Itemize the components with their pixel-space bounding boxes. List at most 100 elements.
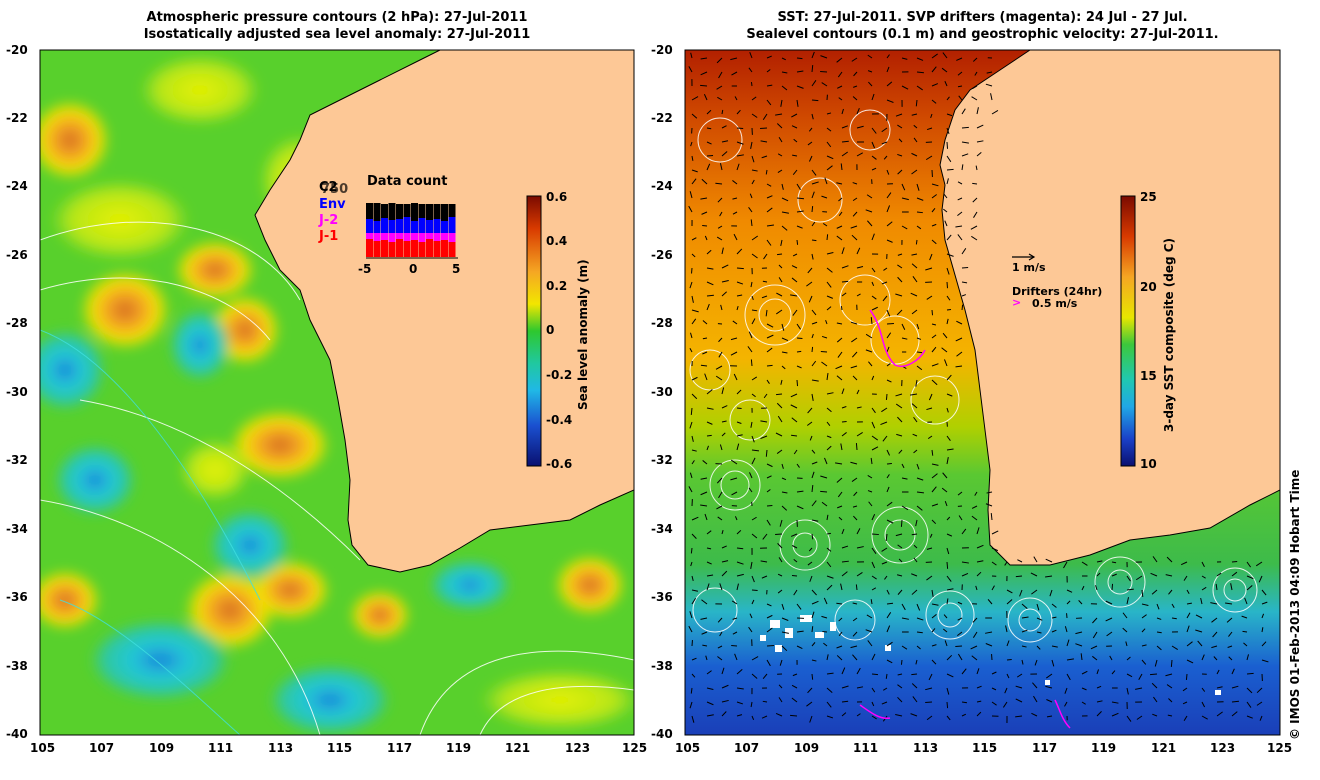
velocity-vector: [841, 432, 847, 437]
velocity-vector: [931, 183, 939, 187]
velocity-vector: [1228, 656, 1233, 661]
inset-bar: [426, 220, 433, 233]
velocity-vector: [1051, 659, 1055, 667]
velocity-vector: [776, 292, 783, 297]
lat-tick: -32: [651, 453, 673, 467]
velocity-vector: [826, 532, 832, 535]
velocity-vector: [751, 376, 758, 381]
velocity-vector: [1242, 630, 1248, 633]
velocity-vector: [871, 701, 875, 707]
velocity-vector: [961, 713, 967, 717]
velocity-vector: [736, 141, 744, 145]
velocity-vector: [838, 211, 843, 217]
velocity-vector: [736, 434, 743, 437]
velocity-vector: [836, 182, 843, 185]
velocity-vector: [1261, 659, 1269, 663]
velocity-vector: [856, 546, 864, 549]
velocity-vector: [901, 645, 908, 650]
velocity-vector: [1246, 585, 1253, 591]
sst-tick: 10: [1140, 457, 1157, 471]
velocity-vector: [1015, 685, 1023, 689]
inset-bar: [411, 203, 418, 221]
velocity-vector: [715, 375, 723, 381]
velocity-vector: [1141, 614, 1147, 619]
velocity-vector: [836, 375, 843, 381]
velocity-vector: [748, 207, 753, 213]
lon-tick: 121: [1151, 741, 1177, 755]
velocity-vector: [1201, 715, 1208, 720]
velocity-vector: [732, 631, 738, 635]
inset-bar: [433, 219, 441, 233]
sla-tick: -0.6: [546, 457, 573, 471]
sla-colorbar-label: Sea level anomaly (m): [576, 259, 590, 410]
velocity-vector: [841, 712, 847, 717]
velocity-vector: [796, 99, 799, 107]
velocity-vector: [766, 347, 773, 353]
velocity-vector: [1216, 669, 1220, 675]
velocity-vector: [751, 393, 756, 398]
lat-tick: -28: [651, 316, 673, 330]
velocity-vector: [958, 515, 963, 521]
velocity-vector: [1141, 603, 1149, 607]
velocity-vector: [811, 181, 819, 185]
velocity-vector: [1231, 571, 1238, 577]
velocity-vector: [1151, 589, 1158, 595]
velocity-vector: [747, 346, 753, 353]
inset-bar: [448, 217, 456, 233]
velocity-vector: [761, 715, 768, 719]
velocity-vector: [690, 407, 693, 416]
velocity-vector: [765, 309, 768, 317]
velocity-vector: [926, 547, 933, 550]
velocity-vector: [886, 309, 891, 317]
velocity-vector: [972, 617, 978, 623]
velocity-vector: [901, 617, 909, 620]
velocity-vector: [856, 108, 860, 115]
velocity-vector: [1210, 602, 1218, 605]
velocity-vector: [766, 183, 772, 187]
velocity-vector: [946, 318, 949, 325]
velocity-vector: [748, 487, 753, 493]
velocity-vector: [1006, 589, 1013, 594]
velocity-vector: [929, 533, 933, 538]
velocity-vector: [897, 124, 903, 129]
velocity-vector: [1186, 659, 1194, 664]
velocity-vector: [826, 421, 831, 426]
velocity-vector: [901, 337, 908, 340]
velocity-vector: [910, 713, 918, 717]
velocity-vector: [751, 435, 755, 443]
velocity-vector: [881, 127, 888, 133]
velocity-vector: [871, 127, 877, 134]
velocity-vector: [807, 561, 813, 566]
velocity-vector: [781, 477, 787, 481]
velocity-vector: [871, 93, 875, 101]
velocity-vector: [916, 211, 923, 214]
velocity-vector: [691, 657, 697, 661]
velocity-vector: [871, 375, 875, 381]
velocity-vector: [946, 533, 953, 537]
velocity-vector: [943, 614, 948, 619]
velocity-vector: [897, 169, 903, 175]
velocity-vector: [811, 600, 819, 605]
velocity-vector: [736, 163, 740, 171]
velocity-vector: [929, 253, 933, 261]
velocity-vector: [1141, 644, 1147, 647]
velocity-vector: [689, 191, 693, 199]
velocity-vector: [826, 701, 832, 708]
sst-colorbar-label: 3-day SST composite (deg C): [1162, 237, 1176, 432]
velocity-vector: [868, 501, 873, 507]
velocity-vector: [1126, 588, 1134, 591]
sst-tick: 25: [1140, 190, 1157, 204]
velocity-vector: [976, 527, 980, 535]
velocity-vector: [765, 169, 768, 175]
velocity-vector: [957, 653, 963, 661]
velocity-vector: [910, 393, 918, 396]
velocity-vector: [841, 140, 849, 143]
velocity-vector: [706, 109, 712, 115]
velocity-vector: [915, 379, 918, 387]
velocity-vector: [1006, 640, 1010, 647]
velocity-vector: [811, 191, 815, 199]
velocity-vector: [781, 57, 787, 61]
velocity-vector: [806, 281, 813, 287]
velocity-vector: [836, 655, 843, 661]
velocity-vector: [895, 113, 903, 117]
